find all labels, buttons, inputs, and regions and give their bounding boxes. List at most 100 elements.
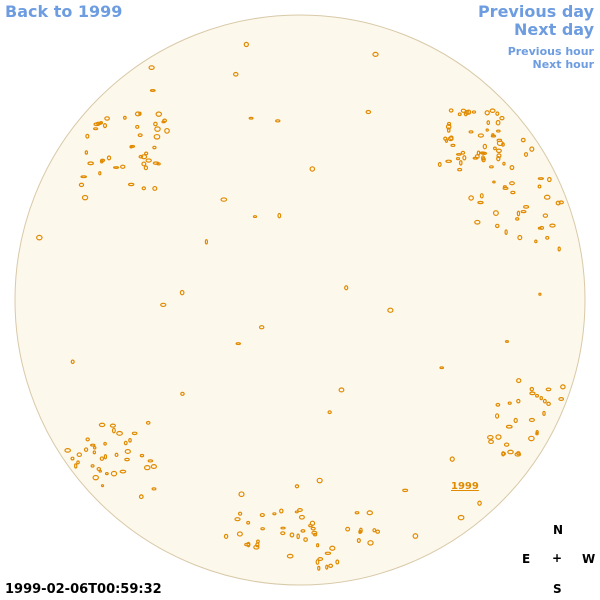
contour [549, 223, 556, 228]
contour [523, 205, 530, 209]
contour [279, 508, 284, 514]
contour [495, 129, 501, 133]
contour [275, 119, 281, 123]
contour [114, 452, 119, 458]
timestamp: 1999-02-06T00:59:32 [5, 582, 162, 597]
contour [106, 155, 112, 161]
back-link[interactable]: Back to 1999 [5, 2, 123, 21]
contour [516, 210, 521, 217]
contour [298, 514, 305, 520]
contour [529, 146, 535, 152]
contour [450, 143, 456, 148]
contour [367, 540, 374, 546]
contour [103, 441, 107, 446]
contour [448, 108, 454, 113]
contour [311, 530, 318, 535]
contour [457, 112, 462, 117]
contour [152, 161, 160, 165]
contour [489, 165, 494, 169]
contour [474, 219, 481, 225]
contour [558, 200, 564, 205]
contour [356, 538, 361, 544]
contour [85, 133, 90, 139]
contour [99, 456, 105, 461]
contour [98, 422, 106, 428]
contour [507, 401, 512, 405]
contour [495, 111, 500, 116]
contour [494, 413, 500, 419]
contour [496, 153, 502, 159]
contour [457, 514, 465, 521]
contour [516, 398, 521, 404]
contour [220, 197, 228, 202]
contour [474, 154, 480, 159]
contour [308, 523, 313, 528]
contour [344, 285, 349, 291]
contour [303, 537, 308, 542]
contour [81, 194, 89, 201]
contour [36, 234, 43, 241]
next-day-link[interactable]: Next day [514, 20, 594, 39]
contour [246, 520, 251, 525]
contour [316, 543, 320, 548]
contour [145, 158, 152, 163]
contour [529, 391, 536, 396]
contour [502, 161, 506, 166]
contour [502, 185, 507, 189]
contour [92, 127, 99, 131]
contour [338, 387, 345, 393]
contour [92, 474, 99, 481]
compass-south: S [553, 582, 562, 596]
contour [141, 186, 146, 191]
contour [160, 302, 167, 308]
contour [100, 484, 105, 488]
contour [412, 533, 419, 539]
contour [98, 469, 103, 473]
contour [479, 151, 486, 155]
contour [520, 137, 526, 143]
contour [542, 398, 547, 404]
contour [459, 160, 463, 166]
contour [494, 223, 500, 229]
contour [546, 401, 551, 407]
contour [520, 209, 527, 214]
contour [119, 469, 127, 474]
contour [539, 395, 544, 401]
contour [535, 430, 539, 435]
contour [84, 150, 89, 155]
previous-hour-link[interactable]: Previous hour [507, 45, 594, 58]
contour [501, 451, 506, 457]
contour [317, 557, 324, 561]
contour [457, 167, 463, 172]
contour [99, 159, 104, 164]
contour [537, 184, 542, 189]
next-hour-link[interactable]: Next hour [532, 58, 595, 71]
contour [152, 185, 158, 191]
compass-west: W [582, 552, 596, 566]
contour [152, 145, 157, 150]
contour [149, 89, 156, 92]
contour [147, 459, 154, 463]
contour [148, 65, 155, 71]
contour [153, 121, 158, 127]
contour [542, 213, 549, 218]
contour [256, 539, 260, 544]
contour [124, 457, 130, 462]
contour [235, 342, 242, 346]
contour [127, 182, 135, 187]
contour [487, 434, 494, 440]
contour [557, 246, 561, 252]
contour [523, 151, 529, 157]
contour [528, 435, 535, 442]
contour [138, 154, 144, 159]
contour [76, 452, 83, 458]
contour [366, 510, 374, 516]
year-link[interactable]: 1999 [451, 481, 479, 492]
previous-day-link[interactable]: Previous day [477, 2, 594, 21]
contour [124, 448, 131, 454]
contour [545, 387, 552, 392]
contour [134, 111, 141, 117]
contour [477, 200, 484, 205]
contour [534, 393, 540, 398]
